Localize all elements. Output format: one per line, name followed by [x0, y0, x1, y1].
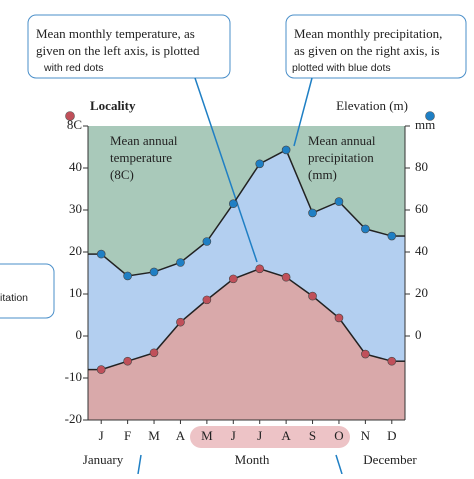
y-tick-label: -20 — [65, 411, 82, 426]
precip-area — [88, 149, 405, 370]
x-end-label: December — [363, 452, 417, 467]
annotation-box — [27, 14, 231, 79]
data-point — [308, 208, 317, 218]
y2-tick-label: 20 — [415, 285, 428, 300]
x-tick-label: A — [176, 428, 186, 443]
x-tick-label: J — [99, 428, 104, 443]
data-point — [334, 313, 344, 323]
data-point — [176, 317, 185, 327]
data-point — [361, 349, 370, 359]
data-point — [281, 272, 291, 282]
data-point — [149, 267, 159, 277]
top-area — [88, 126, 405, 276]
data-point — [334, 197, 344, 206]
y-tick-label: 40 — [69, 159, 82, 174]
y-tick-label: 20 — [69, 243, 82, 258]
y2-tick-label: 80 — [415, 159, 428, 174]
series-line — [100, 268, 392, 371]
data-point — [123, 356, 132, 366]
data-point — [308, 291, 317, 301]
callouts — [137, 77, 343, 475]
data-point — [228, 199, 238, 208]
annotation-text: Mean monthly precipitation, — [294, 26, 442, 41]
annotation-box — [285, 14, 467, 79]
y-tick-label: 30 — [69, 201, 82, 216]
annotation-box — [0, 263, 55, 319]
y-tick-label: -10 — [65, 369, 82, 384]
y-tick-label: 8C — [67, 117, 82, 132]
season-highlight — [190, 426, 350, 448]
y2-tick-label: 40 — [415, 243, 428, 258]
x-tick-label: J — [231, 428, 236, 443]
series-line — [100, 148, 392, 277]
x-tick-label: M — [201, 428, 213, 443]
data-point — [228, 274, 238, 284]
x-start-label: January — [83, 452, 124, 467]
y-tick-label: 0 — [76, 327, 83, 342]
x-tick-label: A — [281, 428, 291, 443]
elevation-label: Elevation (m) — [336, 98, 408, 113]
y-tick-label: 10 — [69, 285, 82, 300]
data-point — [255, 159, 265, 169]
data-point — [202, 237, 212, 246]
series-label: Mean annual precipitation (mm) — [308, 133, 379, 182]
data-point — [255, 264, 265, 274]
x-tick-label: N — [361, 428, 371, 443]
x-tick-label: F — [124, 428, 131, 443]
data-point — [96, 249, 106, 259]
data-point — [387, 356, 397, 366]
annotation-text: Mean monthly temperature, as — [36, 26, 195, 41]
y2-tick-label: 60 — [415, 201, 428, 216]
precip-legend-dot — [425, 111, 435, 121]
data-point — [176, 258, 185, 267]
x-tick-label: J — [257, 428, 262, 443]
data-point — [123, 271, 132, 281]
annotation-text: plotted with blue dots — [292, 62, 391, 74]
data-point — [202, 295, 212, 305]
series-label: Mean annual temperature (8C) — [110, 133, 181, 182]
annotation-text: with red dots — [43, 62, 104, 74]
data-point — [387, 231, 397, 241]
annotation-text: itation — [0, 292, 28, 304]
data-point — [96, 365, 106, 374]
data-point — [361, 224, 370, 234]
temp-area — [88, 268, 405, 420]
y2-tick-label: 0 — [415, 327, 422, 342]
y2-tick-label: mm — [415, 117, 435, 132]
x-tick-label: O — [334, 428, 343, 443]
x-tick-label: S — [309, 428, 316, 443]
annotation-text: given on the left axis, is plotted — [36, 43, 200, 58]
temp-legend-dot — [65, 111, 75, 121]
data-point — [149, 348, 159, 358]
x-label: Month — [235, 452, 270, 467]
annotation-text: as given on the right axis, is — [294, 43, 440, 58]
x-tick-label: M — [148, 428, 160, 443]
data-point — [281, 145, 291, 155]
x-tick-label: D — [387, 428, 396, 443]
locality-label: Locality — [90, 98, 136, 113]
